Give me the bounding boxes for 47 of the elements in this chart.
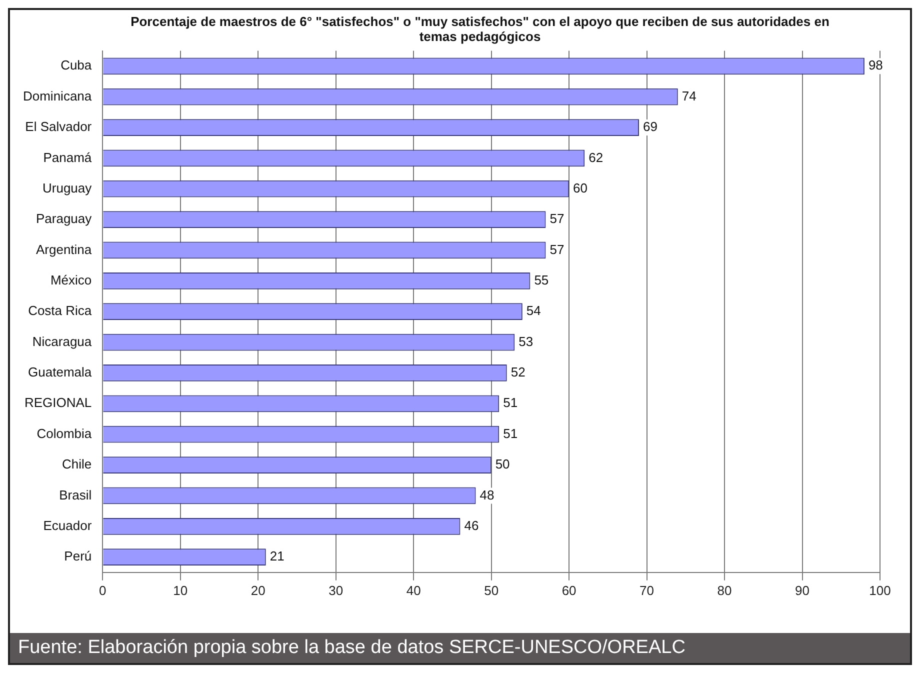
x-tick-label: 50 bbox=[484, 582, 499, 598]
y-tick-label: Nicaragua bbox=[32, 334, 92, 349]
y-tick-label: Panamá bbox=[43, 150, 92, 165]
y-tick-label: Ecuador bbox=[43, 518, 92, 533]
y-tick-label: Argentina bbox=[36, 242, 92, 257]
data-label: 46 bbox=[464, 518, 479, 533]
x-tick-label: 0 bbox=[99, 582, 106, 598]
data-label: 98 bbox=[868, 58, 883, 73]
data-label: 74 bbox=[682, 88, 696, 104]
x-tick-label: 70 bbox=[640, 582, 654, 598]
y-tick-label: Dominicana bbox=[22, 88, 92, 104]
y-tick-label: Colombia bbox=[36, 426, 92, 441]
x-tick-label: 30 bbox=[328, 582, 344, 598]
x-tick-label: 10 bbox=[173, 582, 188, 598]
x-tick-label: 60 bbox=[562, 582, 576, 598]
y-tick-label: Uruguay bbox=[42, 180, 92, 196]
data-label: 21 bbox=[270, 548, 284, 564]
data-label: 50 bbox=[495, 456, 510, 472]
data-label: 69 bbox=[643, 119, 658, 134]
y-tick-label: Paraguay bbox=[36, 211, 92, 226]
y-tick-label: Brasil bbox=[59, 487, 92, 502]
data-label: 48 bbox=[480, 487, 494, 502]
x-tick-label: 40 bbox=[406, 582, 421, 598]
y-tick-label: Costa Rica bbox=[28, 303, 92, 318]
source-note: Fuente: Elaboración propia sobre la base de datos SERCE-UNESCO/OREALC bbox=[10, 633, 910, 663]
data-label: 57 bbox=[550, 211, 564, 226]
data-label: 51 bbox=[503, 395, 518, 410]
x-tick-label: 90 bbox=[795, 582, 810, 598]
data-label: 53 bbox=[518, 334, 534, 349]
data-label: 52 bbox=[510, 364, 526, 380]
y-tick-label: Guatemala bbox=[28, 364, 92, 380]
x-tick-label: 20 bbox=[250, 582, 266, 598]
y-tick-label: México bbox=[50, 272, 92, 288]
y-tick-label: El Salvador bbox=[25, 119, 92, 134]
data-label: 60 bbox=[573, 180, 588, 196]
data-label: 51 bbox=[503, 426, 518, 441]
data-label: 57 bbox=[550, 242, 564, 257]
x-tick-label: 100 bbox=[869, 582, 891, 598]
x-tick-label: 80 bbox=[717, 582, 732, 598]
y-tick-label: Perú bbox=[64, 548, 92, 564]
y-tick-label: Cuba bbox=[60, 58, 92, 73]
y-tick-label: Chile bbox=[62, 456, 92, 472]
data-label: 55 bbox=[534, 272, 549, 288]
y-tick-label: REGIONAL bbox=[24, 395, 92, 410]
chart-title: Porcentaje de maestros de 6° "satisfechos" o "muy satisfechos" con el apoyo que reciben de sus autoridades en temas pedagógicos bbox=[130, 14, 830, 44]
data-label: 62 bbox=[588, 150, 604, 165]
data-label: 54 bbox=[526, 303, 541, 318]
